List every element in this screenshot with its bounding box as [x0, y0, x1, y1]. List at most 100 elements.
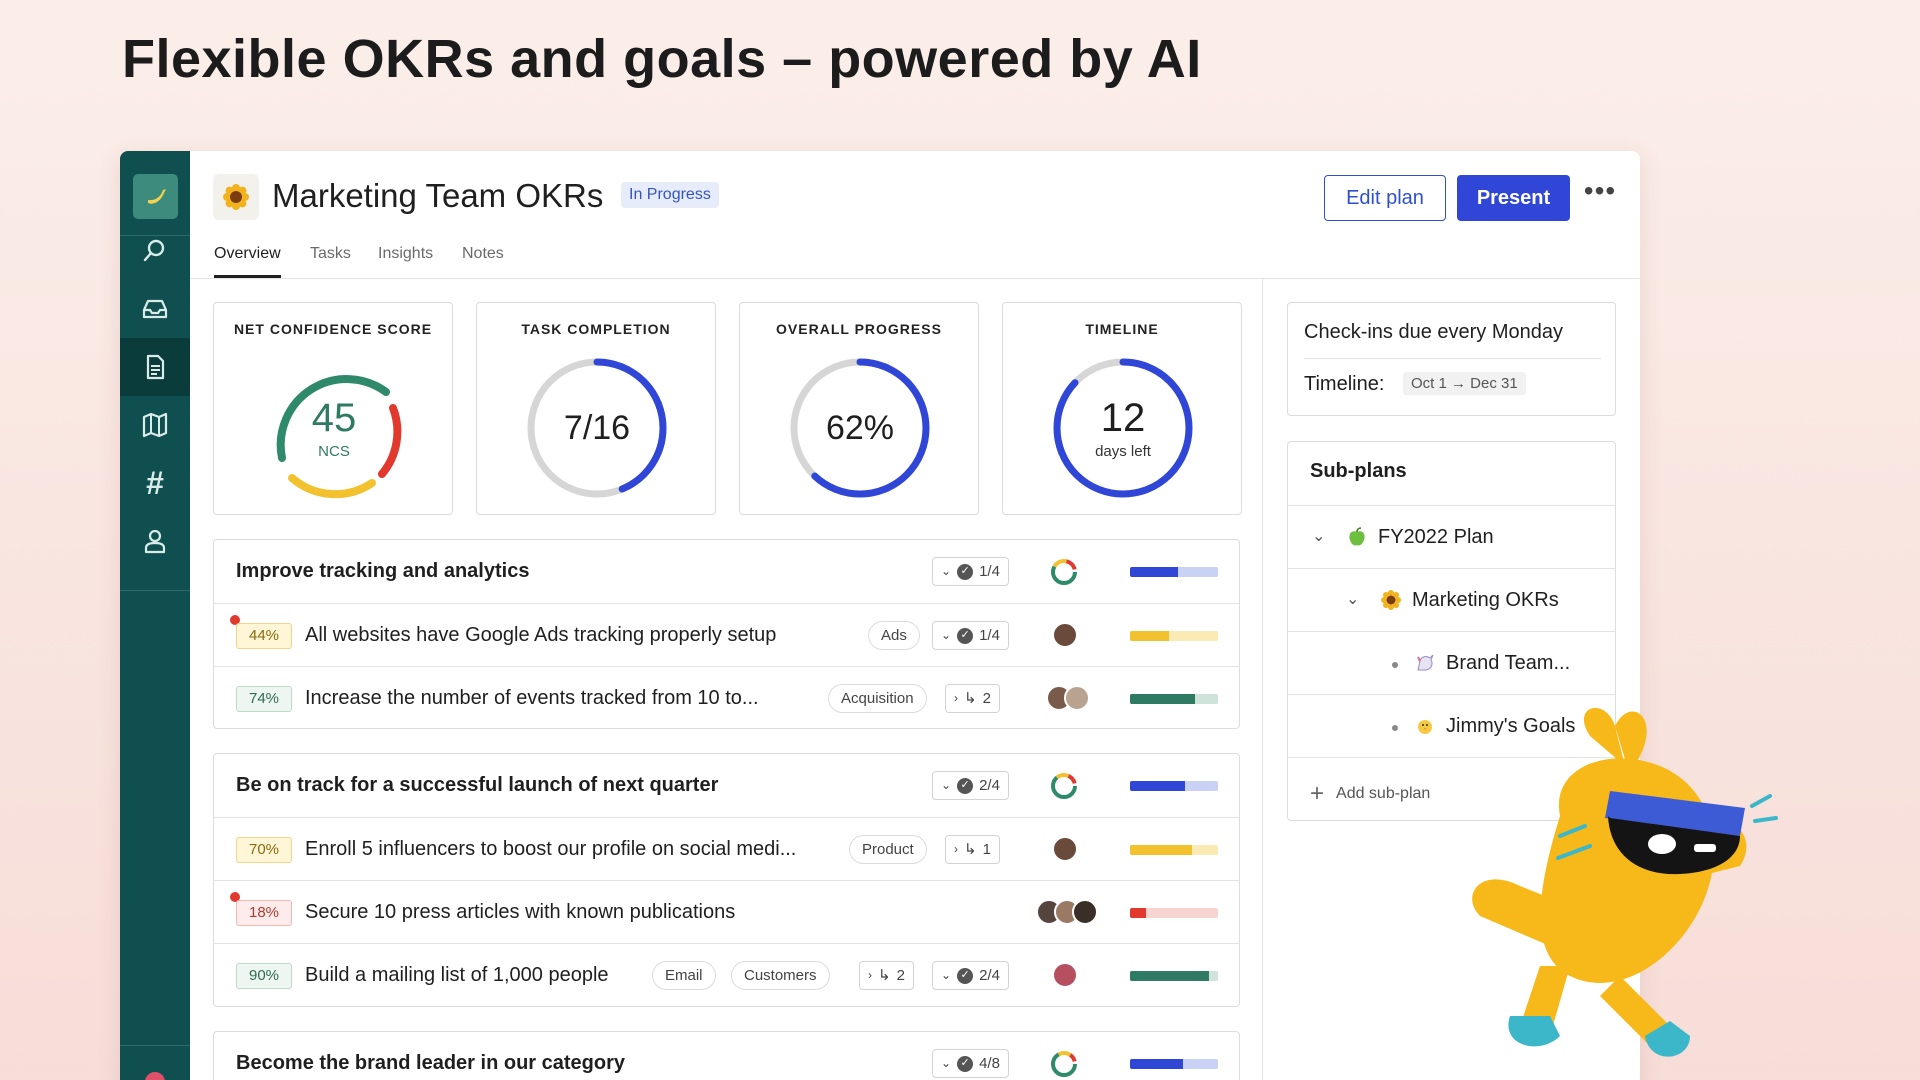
timeline-range[interactable]: Oct 1 → Dec 31	[1403, 372, 1526, 395]
chevron-down-icon: ⌄	[941, 778, 952, 792]
headline: Flexible OKRs and goals – powered by AI	[122, 29, 1202, 89]
subplan-item[interactable]: Jimmy's Goals	[1288, 694, 1615, 757]
assignee-avatars[interactable]	[1046, 685, 1090, 711]
add-subplan-row[interactable]: + Add sub-plan	[1288, 757, 1615, 820]
map-icon[interactable]	[120, 396, 190, 454]
subtasks-pill[interactable]: › ↳ 2	[945, 684, 1000, 713]
subtasks-pill[interactable]: › ↳ 1	[945, 835, 1000, 864]
edit-plan-button[interactable]: Edit plan	[1324, 175, 1446, 221]
present-button[interactable]: Present	[1457, 175, 1570, 221]
key-result-row[interactable]: 18% Secure 10 press articles with known …	[214, 880, 1239, 943]
checklist-count: 4/8	[979, 1055, 1000, 1072]
search-icon[interactable]	[120, 222, 190, 280]
assignee-avatars[interactable]	[1052, 962, 1078, 988]
assignee-avatars[interactable]	[1036, 899, 1098, 925]
tag-product[interactable]: Product	[849, 835, 927, 864]
chevron-down-icon[interactable]: ⌄	[1312, 528, 1326, 545]
ncs-gauge	[276, 375, 402, 499]
inbox-icon[interactable]	[120, 280, 190, 338]
checkin-schedule[interactable]: Check-ins due every Monday	[1304, 321, 1564, 343]
overall-progress-value: 62%	[825, 408, 895, 447]
green-apple-icon	[1349, 527, 1365, 546]
progress-bar-fill	[1130, 845, 1192, 855]
overall-progress-ring	[790, 358, 930, 498]
subtask-count: 1	[982, 841, 991, 858]
ncs-center: 45 NCS	[254, 348, 414, 508]
workspace-logo-banana-icon[interactable]	[133, 174, 178, 219]
profile-person-icon[interactable]	[120, 512, 190, 570]
objective-title: Become the brand leader in our category	[236, 1052, 625, 1074]
header-divider	[190, 278, 1640, 279]
assignee-avatars[interactable]	[1052, 836, 1078, 862]
tab-insights[interactable]: Insights	[378, 245, 434, 262]
kr-title: All websites have Google Ads tracking pr…	[305, 624, 777, 646]
channels-hash-icon[interactable]: #	[146, 464, 164, 501]
timeline-label: TIMELINE	[1085, 321, 1159, 337]
subtask-count: 2	[896, 967, 905, 984]
chevron-down-icon[interactable]: ⌄	[1346, 591, 1360, 608]
overall-progress-card[interactable]: OVERALL PROGRESS 62%	[739, 302, 979, 515]
checklist-pill[interactable]: ⌄ ✓ 1/4	[932, 621, 1009, 650]
avatar	[1052, 622, 1078, 648]
objective-group: Become the brand leader in our category …	[213, 1031, 1240, 1080]
check-icon: ✓	[957, 967, 974, 984]
key-result-row[interactable]: 70% Enroll 5 influencers to boost our pr…	[214, 817, 1239, 880]
subtask-arrow-icon: ↳	[964, 690, 977, 707]
progress-bar-fill	[1130, 781, 1185, 791]
tag-ads[interactable]: Ads	[868, 621, 920, 650]
key-result-row[interactable]: 74% Increase the number of events tracke…	[214, 666, 1239, 729]
tag-customers[interactable]: Customers	[731, 961, 830, 990]
plans-document-icon[interactable]	[120, 338, 190, 396]
ncs-unit: NCS	[318, 443, 350, 460]
subtasks-pill[interactable]: › ↳ 2	[859, 961, 914, 990]
subplan-item[interactable]: ⌄ Marketing OKRs	[1288, 568, 1615, 631]
ncs-card[interactable]: NET CONFIDENCE SCORE 45 NCS	[213, 302, 453, 515]
confidence-ring-icon	[1051, 1051, 1077, 1077]
plan-title: Marketing Team OKRs	[272, 177, 604, 214]
key-result-row[interactable]: 90% Build a mailing list of 1,000 people…	[214, 943, 1239, 1006]
add-subplan-button[interactable]: + Add sub-plan	[1310, 780, 1430, 808]
tag-acquisition[interactable]: Acquisition	[828, 684, 927, 713]
running-mascot-illustration	[1472, 707, 1778, 1057]
checklist-pill[interactable]: ⌄ ✓ 1/4	[932, 557, 1009, 586]
more-options-icon[interactable]: •••	[1583, 175, 1617, 206]
chevron-down-icon: ⌄	[941, 628, 952, 642]
checklist-pill[interactable]: ⌄ ✓ 2/4	[932, 771, 1009, 800]
tab-notes[interactable]: Notes	[462, 245, 504, 262]
check-icon: ✓	[957, 1055, 974, 1072]
subplan-label: Jimmy's Goals	[1446, 715, 1576, 737]
subtask-count: 2	[982, 690, 991, 707]
divider	[1304, 358, 1601, 359]
avatar	[1052, 836, 1078, 862]
timeline-card[interactable]: TIMELINE 12 days left	[1002, 302, 1242, 515]
progress-bar-fill	[1130, 631, 1169, 641]
tab-tasks[interactable]: Tasks	[310, 245, 351, 262]
objective-title: Be on track for a successful launch of n…	[236, 774, 719, 796]
account-avatar[interactable]	[142, 1069, 168, 1080]
progress-bar	[1130, 631, 1218, 641]
progress-bar-fill	[1130, 567, 1179, 577]
subplan-label: FY2022 Plan	[1378, 526, 1494, 548]
chevron-down-icon: ⌄	[941, 968, 952, 982]
task-completion-center: 7/16	[517, 348, 677, 508]
checklist-count: 2/4	[979, 777, 1000, 794]
key-result-row[interactable]: 44% All websites have Google Ads trackin…	[214, 603, 1239, 666]
tab-overview[interactable]: Overview	[214, 245, 281, 278]
objective-row[interactable]: Improve tracking and analytics ⌄ ✓ 1/4	[214, 540, 1239, 603]
progress-bar	[1130, 781, 1218, 791]
subplan-item[interactable]: ⌄ FY2022 Plan	[1288, 505, 1615, 568]
tag-email[interactable]: Email	[652, 961, 716, 990]
confidence-ring-icon	[1051, 559, 1077, 585]
rail-divider	[120, 590, 190, 591]
checklist-count: 2/4	[979, 967, 1000, 984]
task-completion-card[interactable]: TASK COMPLETION 7/16	[476, 302, 716, 515]
checklist-pill[interactable]: ⌄ ✓ 2/4	[932, 961, 1009, 990]
checklist-pill[interactable]: ⌄ ✓ 4/8	[932, 1049, 1009, 1078]
status-badge[interactable]: In Progress	[621, 182, 719, 208]
check-icon: ✓	[957, 627, 974, 644]
assignee-avatars[interactable]	[1052, 622, 1078, 648]
objective-row[interactable]: Be on track for a successful launch of n…	[214, 754, 1239, 817]
subplan-item[interactable]: Brand Team...	[1288, 631, 1615, 694]
risk-flag-dot	[230, 615, 240, 625]
objective-row[interactable]: Become the brand leader in our category …	[214, 1032, 1239, 1080]
